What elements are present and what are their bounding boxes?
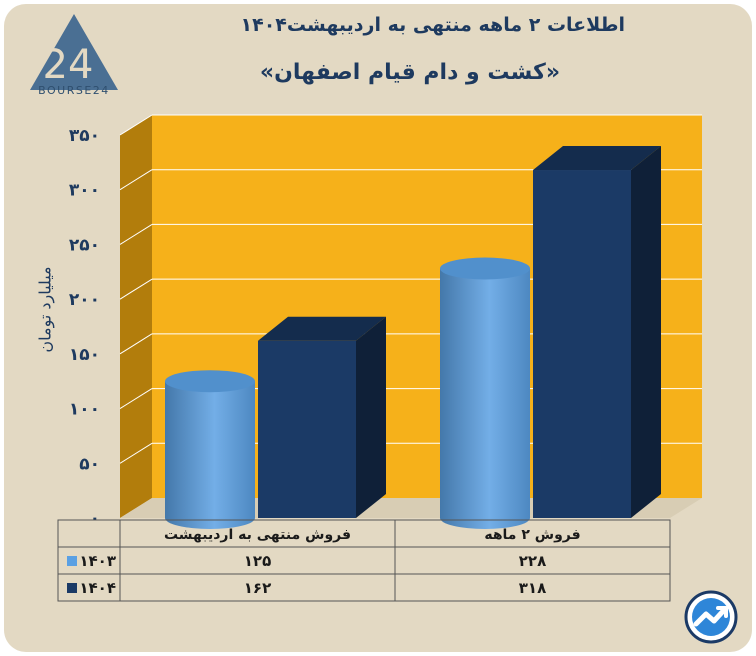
trend-arrow-icon: [684, 590, 738, 644]
bar-1404: [258, 340, 356, 518]
gridline-side: [119, 333, 153, 355]
bar-1404-side: [356, 316, 386, 518]
bar-1404-top: [258, 316, 386, 341]
bar-1403: [165, 381, 255, 529]
data-label: ۳۱۸: [519, 579, 546, 597]
legend-swatch: [67, 556, 77, 566]
bar-1403: [440, 268, 530, 529]
y-tick-label: ۳۰۰: [69, 181, 100, 201]
x-category-label: فروش منتهی به اردیبهشت: [164, 527, 351, 543]
y-tick-label: ۱۵۰: [69, 345, 100, 365]
y-tick-label: ۵۰: [79, 454, 100, 474]
legend-label: ۱۴۰۳: [79, 552, 116, 570]
chart-subtitle: «کشت و دام قیام اصفهان»: [259, 60, 561, 85]
bar-1404: [533, 170, 631, 518]
bar-1403-top: [165, 370, 255, 393]
bar-1403-top: [440, 257, 530, 280]
data-label: ۱۲۵: [244, 552, 271, 570]
logo-text: BOURSE24: [38, 84, 110, 97]
y-tick-label: ۰: [90, 509, 100, 529]
data-label: ۲۲۸: [519, 552, 546, 570]
plot-side-wall: [120, 115, 152, 518]
logo-mark: 24: [43, 42, 94, 88]
gridline-side: [119, 224, 153, 245]
table-border: [57, 519, 671, 602]
bar-1404-top: [533, 146, 661, 171]
legend-swatch: [67, 583, 77, 593]
legend-label: ۱۴۰۴: [79, 579, 116, 597]
gridline-side: [119, 442, 153, 464]
gridline-side: [119, 278, 153, 300]
gridline-side: [119, 388, 153, 409]
data-label: ۱۶۲: [244, 579, 271, 597]
chart-title: اطلاعات ۲ ماهه منتهی به اردیبهشت۱۴۰۴: [240, 14, 626, 36]
bourse24-logo-icon: 24: [30, 14, 118, 90]
gridline-side: [119, 114, 153, 136]
gridline-side: [119, 169, 153, 191]
y-tick-label: ۳۵۰: [69, 126, 100, 146]
data-table: فروش منتهی به اردیبهشت ۱۲۵ ۱۶۲ فروش ۲ ماهه ۲…: [57, 519, 671, 602]
y-tick-label: ۲۰۰: [69, 290, 100, 310]
y-tick-label: ۱۰۰: [69, 400, 100, 420]
y-tick-label: ۲۵۰: [69, 235, 100, 255]
bar-1404-side: [631, 146, 661, 518]
x-category-label: فروش ۲ ماهه: [484, 527, 580, 543]
